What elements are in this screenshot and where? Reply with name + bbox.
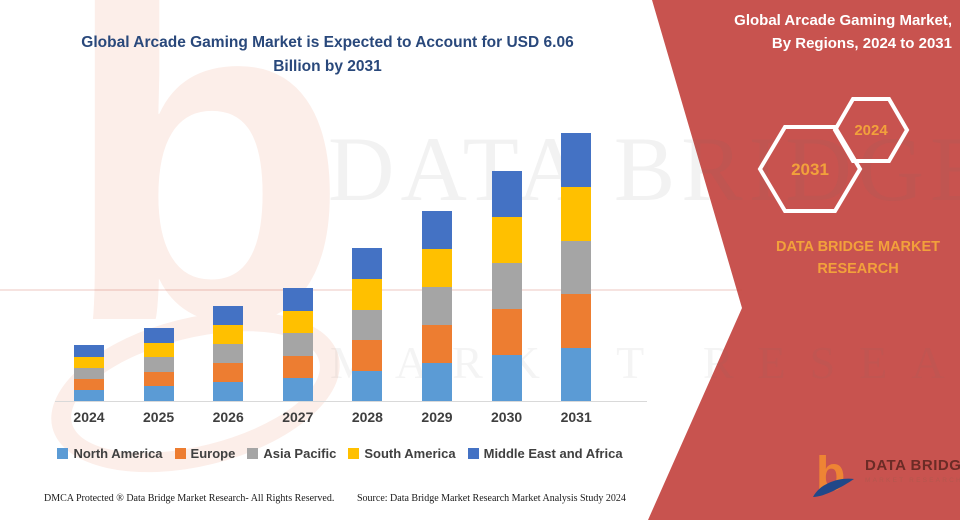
bar-segment [282,333,313,356]
bar-segment [491,171,522,218]
legend-item: Middle East and Africa [467,446,623,461]
databridge-logo-name: DATA BRIDGE [865,457,960,474]
x-axis-label: 2027 [282,409,314,425]
bar-segment [561,347,592,401]
stacked-bar-2031 [561,133,592,401]
bar-segment [422,286,452,325]
stacked-bar-2029 [422,210,452,401]
bar-segment [561,240,592,294]
legend-swatch [467,448,479,459]
source-note: Source: Data Bridge Market Research Mark… [357,493,626,504]
bar-segment [143,371,174,387]
chart-legend: North America Europe Asia Pacific South Ame… [40,446,640,461]
stacked-bar-2027 [282,287,313,401]
bar-segment [143,386,174,401]
dmca-notice: DMCA Protected ® Data Bridge Market Rese… [44,493,335,504]
bar-segment [352,340,383,371]
stacked-bar-2028 [352,248,383,401]
legend-item: South America [348,446,456,461]
hexagon-2031 [757,125,863,213]
legend-label: Asia Pacific [263,446,337,461]
bar-segment [74,389,104,401]
hexagon-2024-label: 2024 [854,122,888,139]
databridge-logo-subtitle: MARKET RESEARCH [865,477,960,484]
legend-item: North America [57,446,163,461]
bar-segment [282,287,313,311]
hexagon-year-badges: 2031 2024 [757,97,910,213]
panel-brand: DATA BRIDGE MARKET RESEARCH [758,237,958,281]
bar-segment [282,378,313,401]
bar-segment [213,381,244,401]
databridge-logo: b DATA BRIDGE MARKET RESEARCH [810,450,960,502]
bar-segment [561,133,592,187]
bar-segment [282,355,313,379]
bar-chart-plot-area [55,118,647,402]
databridge-logo-icon: b [813,450,854,501]
legend-swatch [348,448,360,459]
x-axis-label: 2025 [143,409,175,425]
bar-segment [422,248,452,287]
bar-segment [213,362,244,382]
legend-label: Europe [190,446,236,461]
bar-segment [213,343,244,363]
panel-brand-line1: DATA BRIDGE MARKET [775,239,941,255]
x-axis-label: 2029 [421,409,453,425]
bar-segment [282,310,313,334]
bar-segment [422,210,452,249]
bar-segment [561,187,592,241]
bar-segment [491,355,522,401]
legend-label: South America [364,446,456,461]
bar-segment [352,309,383,340]
bar-segment [213,305,244,325]
stacked-bar-2026 [213,305,244,401]
chart-title: Global Arcade Gaming Market is Expected … [81,34,574,76]
bar-segment [491,263,522,310]
watermark-databridge-text: DATA BRIDGE [328,118,960,220]
x-axis-label: 2030 [491,409,523,425]
bar-segment [422,362,452,401]
legend-label: North America [73,446,163,461]
x-axis-labels: 2024 2025 2026 2027 2028 2029 2030 2031 [55,409,647,429]
x-axis-label: 2026 [212,409,244,425]
x-axis-label: 2031 [560,409,592,425]
databridge-logo-text: DATA BRIDGE MARKET RESEARCH [865,457,960,502]
legend-swatch [57,448,69,459]
bar-segment [143,357,174,372]
bar-segment [422,324,452,363]
legend-item: Europe [174,446,236,461]
panel-brand-line2: RESEARCH [817,260,899,277]
bar-segment [74,367,104,379]
bar-segment [491,217,522,264]
x-axis-label: 2024 [73,409,105,425]
bar-segment [143,342,174,358]
legend-label: Middle East and Africa [483,446,623,461]
panel-title-line1: Global Arcade Gaming Market, [734,12,952,29]
x-axis-label: 2028 [351,409,383,425]
stacked-bar-2030 [491,171,522,401]
bar-segment [352,248,383,279]
bar-segment [74,345,104,357]
stacked-bar-2024 [74,345,104,401]
panel-title: Global Arcade Gaming Market, By Regions,… [682,10,952,55]
bar-segment [74,356,104,368]
bar-segment [74,378,104,390]
bar-segment [352,370,383,401]
hexagon-2031-label: 2031 [791,160,829,179]
bar-segment [352,279,383,310]
hexagon-2024 [832,97,910,163]
legend-swatch [247,448,259,459]
bar-segment [213,324,244,344]
legend-item: Asia Pacific [247,446,336,461]
bar-segment [561,294,592,348]
panel-title-line2: By Regions, 2024 to 2031 [771,34,952,52]
stacked-bar-2025 [143,327,174,401]
bar-segment [491,309,522,356]
bar-segment [143,327,174,343]
legend-swatch [174,448,186,459]
